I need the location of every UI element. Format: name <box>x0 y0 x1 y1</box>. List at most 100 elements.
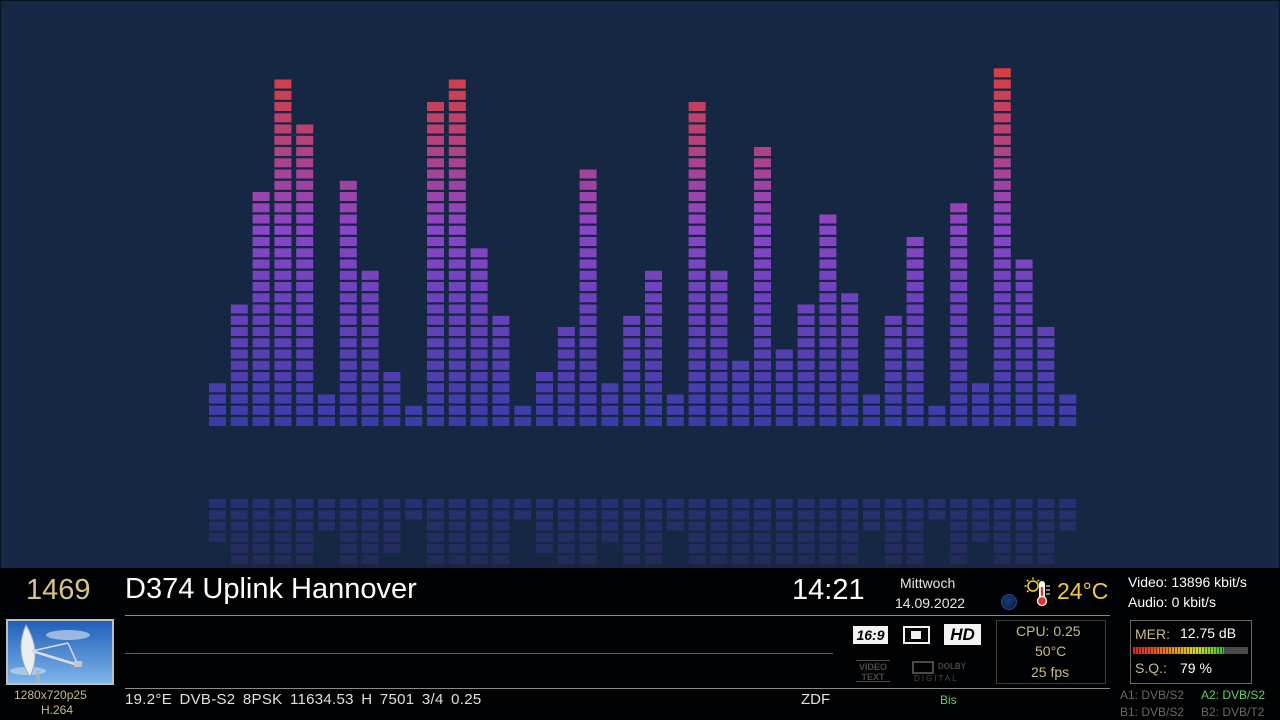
spectrum-segment <box>710 360 728 370</box>
spectrum-segment <box>623 327 641 336</box>
spectrum-segment <box>339 315 357 325</box>
spectrum-reflection-segment <box>754 499 771 508</box>
spectrum-segment <box>950 417 968 426</box>
spectrum-segment <box>296 214 314 224</box>
audio-bitrate: Audio: 0 kbit/s <box>1128 594 1216 610</box>
spectrum-reflection-segment <box>601 532 619 542</box>
spectrum-reflection-segment <box>318 521 335 531</box>
spectrum-reflection-segment <box>296 499 314 508</box>
spectrum-segment <box>950 282 968 291</box>
spectrum-segment <box>754 237 771 246</box>
spectrum-segment <box>819 338 837 348</box>
spectrum-segment <box>339 394 357 404</box>
spectrum-segment <box>819 349 837 359</box>
spectrum-reflection-segment <box>601 510 619 520</box>
spectrum-segment <box>623 315 641 325</box>
spectrum-segment <box>339 203 357 213</box>
spectrum-reflection-segment <box>863 510 880 520</box>
spectrum-segment <box>536 383 553 393</box>
spectrum-segment <box>884 338 902 348</box>
spectrum-reflection-segment <box>274 499 292 508</box>
spectrum-segment <box>339 304 357 314</box>
spectrum-segment <box>841 360 859 370</box>
spectrum-segment <box>274 214 292 224</box>
spectrum-segment <box>972 417 989 426</box>
spectrum-segment <box>274 124 292 134</box>
spectrum-segment <box>296 327 314 336</box>
spectrum-reflection-segment <box>492 532 510 542</box>
spectrum-reflection-segment <box>383 510 401 520</box>
spectrum-segment <box>252 315 270 325</box>
spectrum-segment <box>339 349 357 359</box>
spectrum-segment <box>906 349 924 359</box>
spectrum-reflection-segment <box>950 532 968 542</box>
spectrum-segment <box>645 282 662 291</box>
system-status-box <box>996 620 1106 684</box>
spectrum-segment <box>470 259 488 269</box>
spectrum-reflection-segment <box>274 532 292 542</box>
spectrum-segment <box>557 372 575 381</box>
spectrum-segment <box>993 169 1011 179</box>
spectrum-segment <box>405 417 423 426</box>
spectrum-segment <box>819 405 837 415</box>
spectrum-segment <box>252 214 270 224</box>
divider-bottom <box>125 688 1110 689</box>
spectrum-segment <box>906 394 924 404</box>
spectrum-segment <box>557 405 575 415</box>
hd-badge: HD <box>944 624 981 645</box>
spectrum-segment <box>427 237 444 246</box>
spectrum-reflection-segment <box>688 499 706 508</box>
spectrum-segment <box>950 237 968 246</box>
spectrum-segment <box>819 327 837 336</box>
spectrum-segment <box>688 203 706 213</box>
spectrum-reflection-segment <box>296 544 314 553</box>
spectrum-reflection-segment <box>427 499 444 508</box>
spectrum-segment <box>688 405 706 415</box>
spectrum-reflection-segment <box>536 510 553 520</box>
dolby-double-d-icon <box>912 661 934 674</box>
spectrum-segment <box>972 383 989 393</box>
spectrum-segment <box>448 360 466 370</box>
spectrum-reflection-segment <box>252 555 270 565</box>
spectrum-segment <box>557 349 575 359</box>
spectrum-reflection-segment <box>906 555 924 565</box>
spectrum-segment <box>1015 270 1033 280</box>
spectrum-segment <box>427 405 444 415</box>
spectrum-segment <box>427 417 444 426</box>
spectrum-segment <box>906 259 924 269</box>
videotext-line2: TEXT <box>861 672 885 682</box>
spectrum-reflection-segment <box>645 521 662 531</box>
spectrum-reflection-segment <box>274 555 292 565</box>
spectrum-segment <box>993 158 1011 168</box>
spectrum-segment <box>1015 293 1033 303</box>
spectrum-reflection-segment <box>339 544 357 553</box>
spectrum-reflection-segment <box>710 544 728 553</box>
spectrum-reflection-segment <box>950 555 968 565</box>
spectrum-reflection-segment <box>797 555 815 565</box>
spectrum-segment <box>361 304 379 314</box>
spectrum-segment <box>252 360 270 370</box>
spectrum-segment <box>230 372 248 381</box>
spectrum-segment <box>252 338 270 348</box>
spectrum-segment <box>950 259 968 269</box>
spectrum-reflection-segment <box>732 555 750 565</box>
tuner-b1: B1: DVB/S2 <box>1120 705 1185 719</box>
spectrum-segment <box>274 270 292 280</box>
spectrum-segment <box>688 113 706 123</box>
spectrum-reflection-segment <box>339 555 357 565</box>
spectrum-segment <box>470 293 488 303</box>
spectrum-segment <box>579 214 597 224</box>
spectrum-bars <box>209 68 1077 426</box>
spectrum-reflection-segment <box>1037 521 1055 531</box>
spectrum-segment <box>993 237 1011 246</box>
spectrum-segment <box>819 270 837 280</box>
spectrum-segment <box>427 158 444 168</box>
spectrum-segment <box>797 394 815 404</box>
spectrum-segment <box>884 327 902 336</box>
spectrum-segment <box>950 349 968 359</box>
spectrum-reflection-segment <box>863 499 880 508</box>
spectrum-reflection-segment <box>623 532 641 542</box>
spectrum-segment <box>993 405 1011 415</box>
spectrum-segment <box>579 169 597 179</box>
spectrum-segment <box>645 293 662 303</box>
